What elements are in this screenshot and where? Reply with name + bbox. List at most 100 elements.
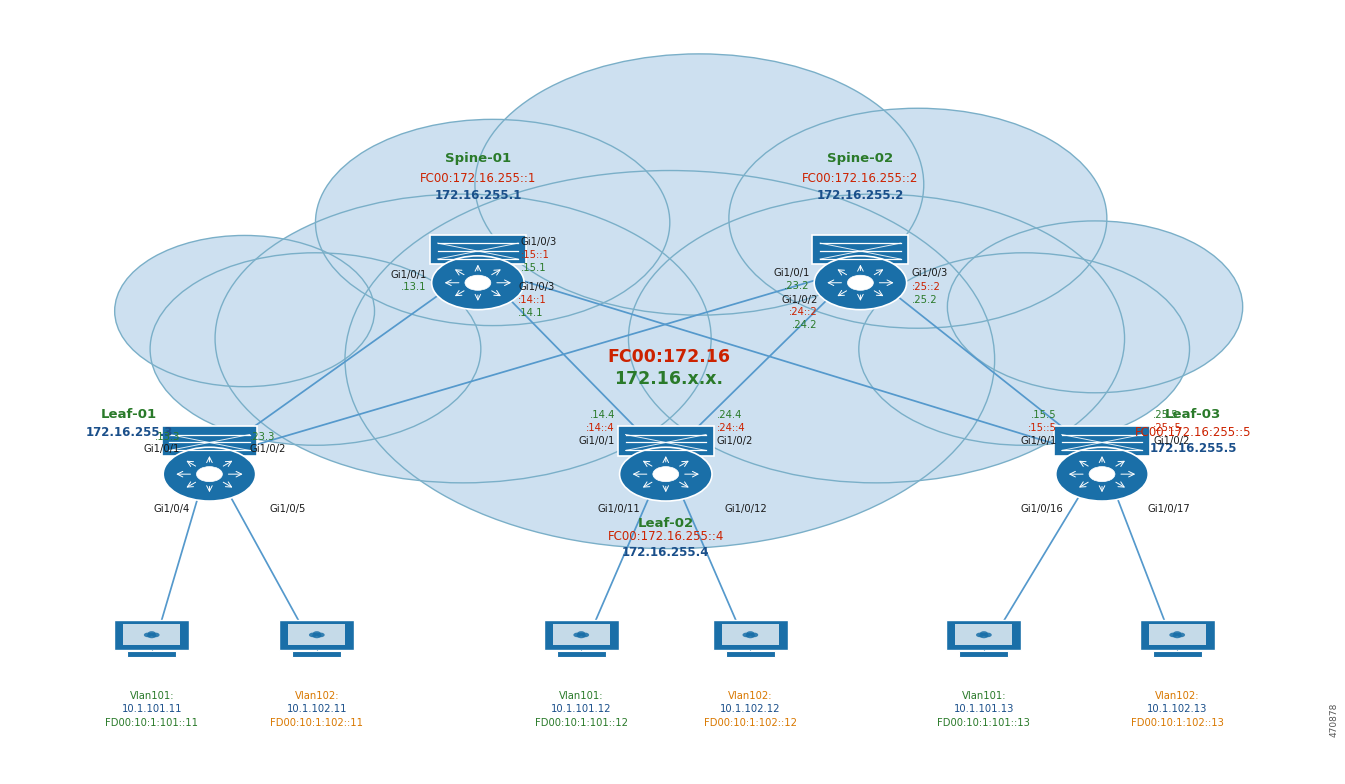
Circle shape bbox=[114, 235, 374, 387]
FancyBboxPatch shape bbox=[1054, 426, 1150, 456]
Text: 10.1.101.11: 10.1.101.11 bbox=[121, 705, 182, 714]
Text: Gi1/0/1: Gi1/0/1 bbox=[1020, 436, 1056, 446]
Text: .24.4: .24.4 bbox=[717, 411, 742, 420]
Circle shape bbox=[148, 631, 156, 636]
Text: FD00:10:1:102::11: FD00:10:1:102::11 bbox=[270, 718, 363, 728]
Text: Vlan101:: Vlan101: bbox=[560, 691, 604, 701]
Text: .15.1: .15.1 bbox=[521, 263, 546, 273]
Text: Gi1/0/16: Gi1/0/16 bbox=[1021, 503, 1063, 514]
Text: 172.16.255.1: 172.16.255.1 bbox=[434, 189, 522, 202]
Text: Gi1/0/5: Gi1/0/5 bbox=[269, 503, 305, 514]
Circle shape bbox=[1173, 633, 1182, 638]
Circle shape bbox=[163, 447, 256, 501]
Circle shape bbox=[745, 633, 755, 638]
Circle shape bbox=[981, 631, 987, 636]
Text: :24::4: :24::4 bbox=[717, 423, 745, 433]
Circle shape bbox=[1173, 631, 1181, 636]
Text: Leaf-02: Leaf-02 bbox=[638, 517, 694, 530]
Circle shape bbox=[814, 256, 907, 310]
Text: 470878: 470878 bbox=[1330, 703, 1338, 737]
Text: :25::2: :25::2 bbox=[912, 281, 940, 292]
Text: .13.1: .13.1 bbox=[401, 282, 426, 292]
Text: Vlan102:: Vlan102: bbox=[295, 691, 339, 701]
FancyBboxPatch shape bbox=[1153, 651, 1201, 657]
Circle shape bbox=[985, 633, 991, 637]
Text: 172.16.255.5: 172.16.255.5 bbox=[1150, 442, 1237, 456]
Text: Spine-01: Spine-01 bbox=[445, 152, 511, 165]
FancyBboxPatch shape bbox=[713, 620, 788, 651]
Circle shape bbox=[346, 171, 995, 549]
FancyBboxPatch shape bbox=[128, 651, 176, 657]
Text: Vlan102:: Vlan102: bbox=[1155, 691, 1200, 701]
Circle shape bbox=[1177, 633, 1185, 637]
Text: FC00:172.16: FC00:172.16 bbox=[607, 348, 730, 366]
FancyBboxPatch shape bbox=[947, 620, 1021, 651]
Circle shape bbox=[152, 633, 160, 637]
Text: 10.1.102.11: 10.1.102.11 bbox=[286, 705, 347, 714]
Text: .25.5: .25.5 bbox=[1153, 411, 1178, 420]
Text: 172.16.255.2: 172.16.255.2 bbox=[816, 189, 904, 202]
Text: .23.2: .23.2 bbox=[784, 281, 810, 291]
FancyBboxPatch shape bbox=[543, 620, 619, 651]
Text: 10.1.101.12: 10.1.101.12 bbox=[551, 705, 612, 714]
Text: .13.3: .13.3 bbox=[155, 431, 180, 441]
Circle shape bbox=[729, 108, 1107, 328]
Circle shape bbox=[309, 633, 317, 637]
Text: .14.1: .14.1 bbox=[518, 308, 543, 318]
Text: FD00:10:1:101::12: FD00:10:1:101::12 bbox=[535, 718, 628, 728]
Text: Vlan102:: Vlan102: bbox=[728, 691, 772, 701]
Circle shape bbox=[628, 194, 1124, 483]
Circle shape bbox=[947, 221, 1243, 393]
Text: Gi1/0/2: Gi1/0/2 bbox=[781, 295, 818, 305]
Text: Gi1/0/1: Gi1/0/1 bbox=[144, 444, 180, 454]
Circle shape bbox=[151, 252, 480, 445]
Text: :25::5: :25::5 bbox=[1153, 423, 1182, 433]
Circle shape bbox=[196, 466, 222, 481]
Text: Gi1/0/12: Gi1/0/12 bbox=[725, 503, 768, 514]
Text: Spine-02: Spine-02 bbox=[827, 152, 893, 165]
FancyBboxPatch shape bbox=[292, 651, 342, 657]
Circle shape bbox=[746, 631, 755, 636]
Circle shape bbox=[316, 119, 670, 325]
Circle shape bbox=[465, 275, 491, 290]
Text: .23.3: .23.3 bbox=[250, 431, 276, 441]
Text: Gi1/0/1: Gi1/0/1 bbox=[578, 436, 615, 446]
Text: Gi1/0/2: Gi1/0/2 bbox=[717, 436, 753, 446]
Circle shape bbox=[581, 633, 589, 637]
Text: Gi1/0/3: Gi1/0/3 bbox=[518, 281, 554, 292]
Text: FD00:10:1:102::12: FD00:10:1:102::12 bbox=[703, 718, 796, 728]
FancyBboxPatch shape bbox=[430, 235, 526, 264]
Text: FD00:10:1:102::13: FD00:10:1:102::13 bbox=[1131, 718, 1224, 728]
Text: :15::1: :15::1 bbox=[521, 250, 550, 260]
Text: Leaf-01: Leaf-01 bbox=[101, 408, 157, 421]
Text: .25.2: .25.2 bbox=[912, 295, 937, 305]
Circle shape bbox=[652, 466, 679, 481]
Text: 172.16.255.4: 172.16.255.4 bbox=[621, 546, 710, 559]
Text: FD00:10:1:101::13: FD00:10:1:101::13 bbox=[937, 718, 1030, 728]
Text: Gi1/0/3: Gi1/0/3 bbox=[521, 237, 557, 247]
Text: .15.5: .15.5 bbox=[1030, 411, 1056, 420]
Text: .24.2: .24.2 bbox=[792, 320, 818, 330]
Text: 172.16.255.3: 172.16.255.3 bbox=[85, 426, 172, 439]
Circle shape bbox=[577, 633, 586, 638]
Text: Gi1/0/1: Gi1/0/1 bbox=[390, 270, 426, 280]
Circle shape bbox=[475, 54, 924, 315]
Circle shape bbox=[215, 194, 712, 483]
FancyBboxPatch shape bbox=[280, 620, 354, 651]
Circle shape bbox=[742, 633, 751, 637]
Text: .14.4: .14.4 bbox=[589, 411, 615, 420]
FancyBboxPatch shape bbox=[124, 624, 180, 645]
FancyBboxPatch shape bbox=[726, 651, 775, 657]
Text: Gi1/0/2: Gi1/0/2 bbox=[250, 444, 286, 454]
Text: :15::5: :15::5 bbox=[1028, 423, 1056, 433]
FancyBboxPatch shape bbox=[812, 235, 908, 264]
Circle shape bbox=[432, 256, 525, 310]
Text: Gi1/0/11: Gi1/0/11 bbox=[597, 503, 640, 514]
Circle shape bbox=[313, 631, 320, 636]
Circle shape bbox=[147, 633, 156, 638]
Text: 10.1.101.13: 10.1.101.13 bbox=[954, 705, 1014, 714]
Text: :24::2: :24::2 bbox=[788, 307, 818, 318]
Text: 172.16.x.x.: 172.16.x.x. bbox=[613, 370, 724, 388]
Circle shape bbox=[577, 631, 585, 636]
FancyBboxPatch shape bbox=[955, 624, 1013, 645]
